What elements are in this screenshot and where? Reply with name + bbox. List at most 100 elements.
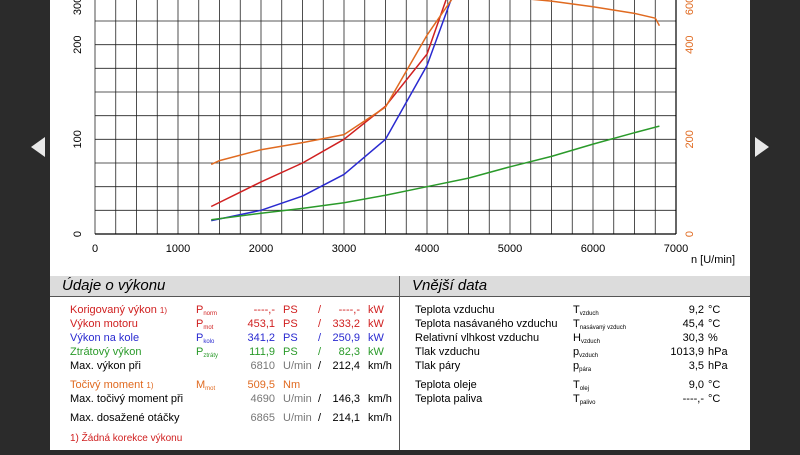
row-label: Výkon na kole	[70, 332, 140, 344]
row-value-1: 453,1	[247, 318, 275, 330]
series-line-1	[210, 0, 447, 208]
row-unit-2: km/h	[368, 412, 392, 424]
row-separator: /	[318, 393, 322, 405]
row-separator: /	[318, 412, 322, 424]
row-unit-1: U/min	[283, 393, 312, 405]
row-separator: /	[318, 318, 322, 330]
x-tick-label: 6000	[581, 243, 605, 255]
footnote: 1) Žádná korekce výkonu	[70, 433, 183, 444]
row-value-2: ----,-	[338, 304, 360, 316]
row-unit: °C	[708, 379, 721, 391]
row-value: 1013,9	[670, 346, 704, 358]
x-tick-label: 1000	[166, 243, 190, 255]
row-unit-1: PS	[283, 332, 298, 344]
row-value: ----,-	[682, 393, 704, 405]
next-image-button[interactable]	[750, 0, 800, 450]
row-label: Teplota oleje	[415, 379, 477, 391]
chart-tick-labels: 0 1000 2000 3000 4000 5000 6000 700001002000200…	[72, 0, 696, 255]
row-symbol: Hvzduch	[573, 332, 600, 345]
row-separator: /	[318, 346, 322, 358]
row-symbol: Tvzduch	[573, 304, 599, 317]
row-value-2: 333,2	[332, 318, 360, 330]
performance-row: Točivý moment 1) Mmot 509,5 Nm	[50, 378, 399, 392]
series-line-4	[210, 0, 661, 166]
row-label: Teplota nasávaného vzduchu	[415, 318, 558, 330]
performance-row: Korigovaný výkon 1) Pnorm ----,- PS / ----,- k…	[50, 303, 399, 317]
row-symbol: Pztráty	[196, 346, 219, 359]
row-unit: °C	[708, 318, 721, 330]
row-label: Max. točivý moment při	[70, 393, 184, 405]
row-unit-2: kW	[368, 332, 384, 344]
row-unit: hPa	[708, 346, 728, 358]
row-unit-1: PS	[283, 304, 298, 316]
data-tables: Údaje o výkonu Vnější data Korigovaný vý…	[50, 276, 750, 450]
row-label: Teplota vzduchu	[415, 304, 495, 316]
row-value-1: ----,-	[253, 304, 275, 316]
row-symbol: Tnasávaný vzduch	[573, 318, 627, 331]
external-data-header: Vnější data	[400, 276, 750, 297]
performance-row: Ztrátový výkon Pztráty 111,9 PS / 82,3 kW	[50, 345, 399, 359]
right-y-tick-label-top: 600	[684, 0, 696, 15]
row-value: 9,2	[688, 304, 704, 316]
external-data-title: Vnější data	[412, 277, 488, 294]
power-chart: 0 1000 2000 3000 4000 5000 6000 700001002000200…	[72, 0, 735, 266]
chart-axes	[95, 0, 677, 235]
chart-series	[210, 0, 661, 222]
row-unit-2: kW	[368, 346, 384, 358]
row-symbol: Tpalivo	[573, 393, 596, 406]
row-label: Ztrátový výkon	[70, 346, 142, 358]
row-unit-2: km/h	[368, 393, 392, 405]
row-label: Relativní vlhkost vzduchu	[415, 332, 540, 344]
right-y-tick-label: 400	[684, 35, 696, 53]
row-label: Tlak páry	[415, 360, 461, 372]
row-value-2: 212,4	[332, 360, 360, 372]
chart-grid	[94, 0, 677, 235]
row-symbol: Pmot	[196, 318, 214, 331]
x-tick-label: 2000	[249, 243, 273, 255]
row-unit: °C	[708, 304, 721, 316]
row-value-2: 146,3	[332, 393, 360, 405]
row-value-1: 6810	[250, 360, 275, 372]
arrow-left-icon	[31, 137, 45, 157]
row-unit-2: kW	[368, 304, 384, 316]
row-separator: /	[318, 332, 322, 344]
row-unit-1: PS	[283, 346, 298, 358]
row-unit-1: U/min	[283, 360, 312, 372]
row-unit-2: kW	[368, 318, 384, 330]
row-unit: °C	[708, 393, 721, 405]
row-symbol: Mmot	[196, 379, 216, 392]
x-tick-label: 7000	[664, 243, 688, 255]
row-value-2: 82,3	[338, 346, 360, 358]
row-value-1: 341,2	[247, 332, 275, 344]
x-tick-label: 5000	[498, 243, 522, 255]
row-label: Tlak vzduchu	[415, 346, 480, 358]
row-symbol: ppára	[573, 360, 592, 373]
row-value-1: 111,9	[249, 346, 275, 358]
performance-row: Max. točivý moment při 4690 U/min / 146,3 km/…	[50, 392, 399, 406]
performance-row: Max. výkon při 6810 U/min / 212,4 km/h	[50, 359, 399, 373]
row-value: 9,0	[688, 379, 704, 391]
performance-row: Výkon motoru Pmot 453,1 PS / 333,2 kW	[50, 317, 399, 331]
row-value-2: 250,9	[332, 332, 360, 344]
row-value: 3,5	[688, 360, 704, 372]
external-data-row: Teplota oleje Tolej 9,0 °C	[400, 378, 750, 392]
performance-title: Údaje o výkonu	[62, 277, 166, 294]
external-data-row: Teplota vzduchu Tvzduch 9,2 °C	[400, 303, 750, 317]
row-label: Točivý moment 1)	[70, 379, 154, 391]
right-y-tick-label: 0	[684, 231, 696, 237]
row-value-1: 6865	[250, 412, 275, 424]
external-data-row: Relativní vlhkost vzduchu Hvzduch 30,3%	[400, 331, 750, 345]
left-y-tick-label: 0	[72, 231, 84, 237]
row-value-2: 214,1	[332, 412, 360, 424]
row-symbol: pvzduch	[573, 346, 599, 359]
row-unit-1: U/min	[283, 412, 312, 424]
left-y-tick-label-top: 300	[72, 0, 84, 15]
column-divider	[399, 276, 400, 450]
row-separator: /	[318, 304, 322, 316]
x-tick-label: 3000	[332, 243, 356, 255]
previous-image-button[interactable]	[0, 0, 50, 450]
x-tick-label: 4000	[415, 243, 439, 255]
external-data-row: Teplota paliva Tpalivo ----,- °C	[400, 392, 750, 406]
row-symbol: Pkolo	[196, 332, 215, 345]
